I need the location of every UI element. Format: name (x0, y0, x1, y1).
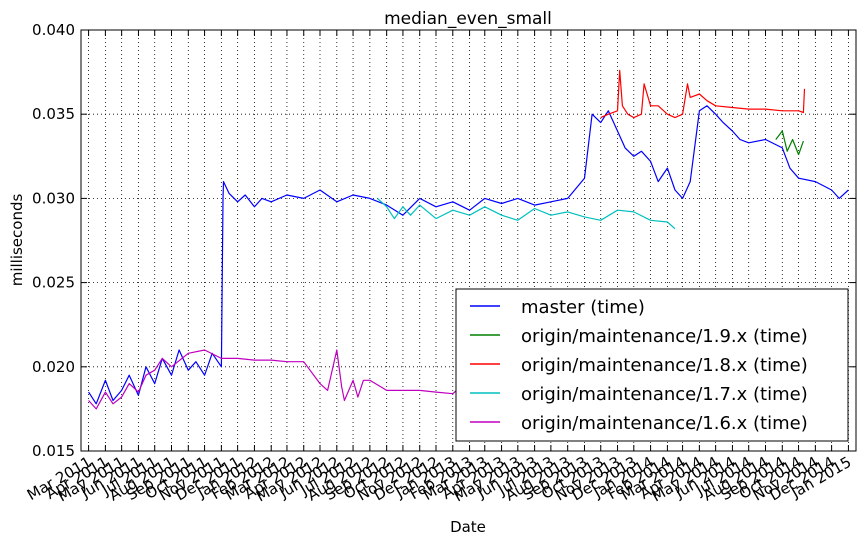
legend-label: origin/maintenance/1.8.x (time) (521, 355, 808, 376)
series-line-3 (377, 197, 676, 230)
series-line-0 (88, 105, 849, 405)
y-tick-label: 0.015 (32, 442, 75, 460)
series-layer (88, 69, 849, 410)
y-axis-label: milliseconds (8, 194, 26, 287)
legend-box (455, 288, 849, 442)
y-tick-label: 0.035 (32, 105, 75, 123)
legend-label: origin/maintenance/1.6.x (time) (521, 413, 808, 434)
y-tick-label: 0.025 (32, 274, 75, 292)
plot-area-frame (80, 29, 857, 452)
y-tick-label: 0.030 (32, 189, 75, 207)
legend-label: origin/maintenance/1.7.x (time) (521, 384, 808, 405)
y-tick-label: 0.040 (32, 21, 75, 39)
chart-title: median_even_small (384, 9, 552, 29)
legend-label: master (time) (521, 297, 645, 318)
series-line-1 (775, 130, 804, 156)
legend-label: origin/maintenance/1.9.x (time) (521, 326, 808, 347)
legend: master (time) origin/maintenance/1.9.x (t… (455, 288, 849, 442)
series-line-2 (600, 69, 806, 119)
x-axis-label: Date (450, 518, 486, 536)
y-axis-ticks: 0.015 0.020 0.025 0.030 0.035 0.040 (32, 21, 856, 460)
y-tick-label: 0.020 (32, 358, 75, 376)
series-line-4 (88, 349, 461, 410)
